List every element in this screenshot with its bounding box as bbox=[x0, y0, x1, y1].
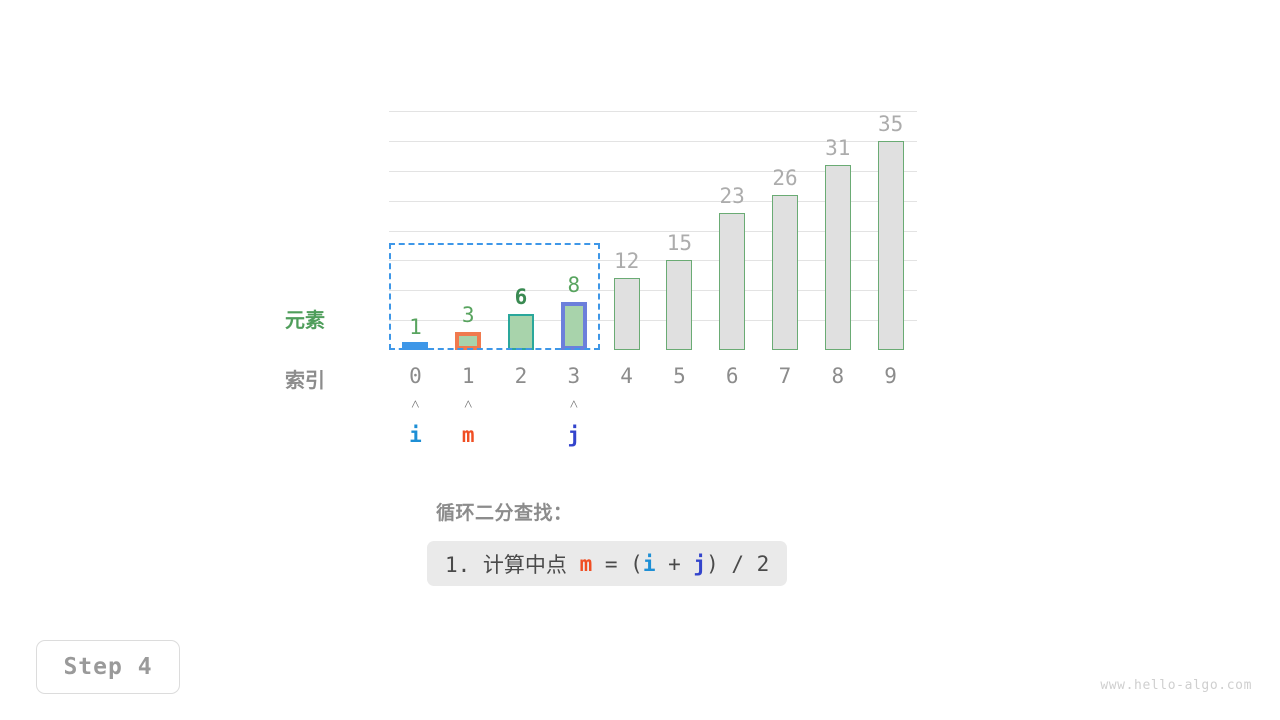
bar-value-label-6: 23 bbox=[719, 183, 745, 208]
gridline bbox=[389, 320, 917, 322]
bar-value-label-8: 31 bbox=[825, 135, 851, 160]
pointer-caret-i: ˄ bbox=[411, 395, 420, 413]
bar-value-label-0: 1 bbox=[409, 315, 422, 339]
formula-suffix: ) / 2 bbox=[706, 551, 770, 576]
caption-title: 循环二分查找： bbox=[436, 503, 573, 524]
formula-plus: + bbox=[655, 551, 694, 576]
gridline bbox=[389, 170, 917, 172]
gridline bbox=[389, 200, 917, 202]
index-tick-4: 4 bbox=[620, 364, 633, 388]
watermark: www.hello-algo.com bbox=[1100, 678, 1252, 693]
gridline bbox=[389, 140, 917, 142]
bar-5 bbox=[666, 260, 693, 350]
bar-value-label-5: 15 bbox=[666, 231, 693, 256]
bar-value-label-1: 3 bbox=[461, 303, 475, 328]
formula-var-i: i bbox=[642, 551, 656, 576]
index-tick-8: 8 bbox=[831, 364, 845, 388]
search-range-box bbox=[389, 243, 601, 350]
gridline bbox=[389, 290, 917, 292]
formula-var-j: j bbox=[693, 551, 707, 576]
bar-8 bbox=[824, 164, 851, 350]
index-tick-3: 3 bbox=[567, 364, 581, 388]
formula-box: 1. 计算中点 m = (i + j) / 2 bbox=[427, 541, 788, 586]
bar-value-label-3: 8 bbox=[567, 273, 581, 298]
index-tick-5: 5 bbox=[673, 364, 686, 388]
pointer-caret-j: ˄ bbox=[569, 395, 579, 413]
index-tick-1: 1 bbox=[461, 364, 475, 388]
index-tick-7: 7 bbox=[778, 364, 792, 388]
bar-9 bbox=[877, 140, 904, 350]
pointer-caret-m: ˄ bbox=[463, 395, 473, 413]
row-label-index: 索引 bbox=[285, 370, 325, 392]
index-tick-0: 0 bbox=[409, 364, 422, 388]
gridline bbox=[389, 230, 917, 232]
bar-4 bbox=[613, 278, 640, 350]
bar-6 bbox=[719, 212, 746, 350]
bar-chart bbox=[389, 105, 917, 350]
bar-value-label-2: 6 bbox=[514, 285, 528, 310]
gridline bbox=[389, 111, 917, 112]
bar-value-label-9: 35 bbox=[877, 111, 904, 136]
pointer-label-m: m bbox=[461, 423, 475, 447]
index-tick-2: 2 bbox=[514, 364, 528, 388]
index-tick-6: 6 bbox=[725, 364, 739, 388]
formula-prefix: 1. 计算中点 bbox=[445, 552, 580, 577]
bar-7 bbox=[772, 194, 798, 350]
bar-value-label-7: 26 bbox=[772, 165, 798, 190]
formula-var-m: m bbox=[579, 551, 593, 576]
gridline bbox=[389, 260, 917, 262]
index-tick-9: 9 bbox=[884, 364, 897, 388]
row-label-elements: 元素 bbox=[285, 310, 325, 332]
pointer-label-i: i bbox=[409, 423, 422, 447]
pointer-label-j: j bbox=[567, 423, 581, 447]
step-badge: Step 4 bbox=[36, 640, 180, 694]
formula-equals: = ( bbox=[592, 551, 643, 576]
bar-value-label-4: 12 bbox=[613, 249, 640, 274]
